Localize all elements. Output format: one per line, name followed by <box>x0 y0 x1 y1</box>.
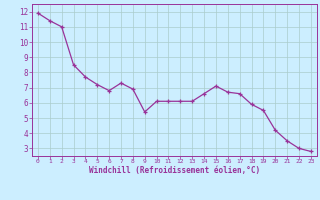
X-axis label: Windchill (Refroidissement éolien,°C): Windchill (Refroidissement éolien,°C) <box>89 166 260 175</box>
